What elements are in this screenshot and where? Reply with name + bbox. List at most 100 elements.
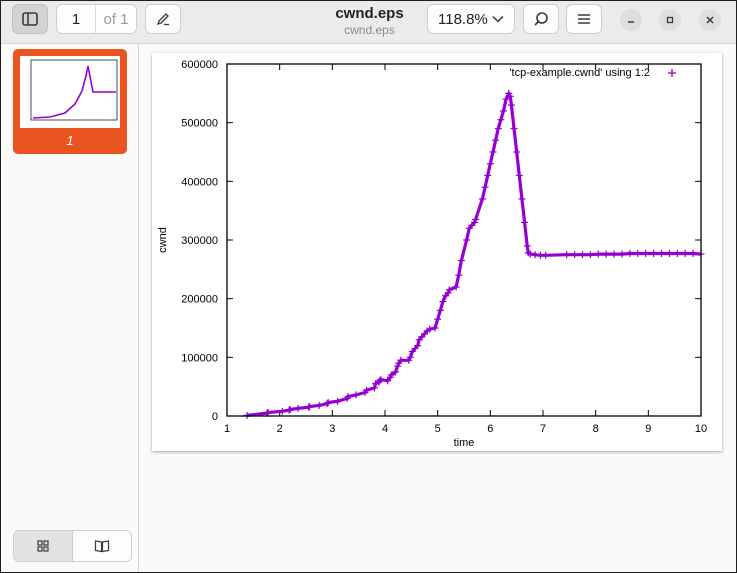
data-point-marker <box>489 148 497 156</box>
data-point-marker <box>278 407 286 415</box>
data-point-marker <box>658 249 665 257</box>
close-icon <box>706 16 714 24</box>
data-point-marker <box>294 404 302 412</box>
data-point-marker <box>455 271 463 279</box>
x-tick-label: 2 <box>277 423 283 435</box>
data-point-marker <box>463 236 471 244</box>
outline-view-button[interactable] <box>73 531 131 561</box>
data-point-marker <box>673 249 681 257</box>
x-tick-label: 4 <box>382 423 388 435</box>
minimize-button[interactable] <box>620 9 642 31</box>
sidebar-view-switcher <box>13 530 132 562</box>
data-point-marker <box>323 400 331 408</box>
y-tick-label: 600000 <box>181 59 218 71</box>
document-content-area[interactable]: 1 2 3 4 5 6 7 8 9 10 0 100000 200000 300000 400000 5000… <box>139 44 736 572</box>
page-number-entry[interactable]: 1 of 1 <box>56 4 137 34</box>
thumbnail-sidebar: 1 <box>1 44 139 572</box>
thumbnails-view-button[interactable] <box>14 531 73 561</box>
search-button[interactable] <box>523 4 559 34</box>
sidebar-icon <box>22 12 38 26</box>
window-title: cwnd.eps <box>335 5 404 22</box>
y-tick-label: 200000 <box>181 294 218 306</box>
y-tick-label: 400000 <box>181 176 218 188</box>
data-point-marker <box>594 250 602 258</box>
data-point-marker <box>689 249 697 257</box>
data-point-marker <box>436 306 444 314</box>
data-point-marker <box>642 249 650 257</box>
page-entry-divider <box>95 5 96 33</box>
data-point-marker <box>486 160 494 168</box>
thumbnail-plot-image <box>30 59 118 121</box>
data-point-marker <box>439 298 447 306</box>
data-point-marker <box>579 251 586 259</box>
x-tick-label: 6 <box>487 423 493 435</box>
x-tick-label: 9 <box>645 423 651 435</box>
data-point-marker <box>618 250 626 258</box>
page-thumbnail-preview <box>20 56 120 128</box>
data-point-marker <box>471 218 479 226</box>
data-point-marker <box>444 289 452 297</box>
zoom-dropdown[interactable]: 118.8% <box>427 4 515 34</box>
data-point-marker <box>523 242 531 250</box>
data-point-marker <box>315 401 323 409</box>
data-point-marker <box>324 399 332 407</box>
document-page: 1 2 3 4 5 6 7 8 9 10 0 100000 200000 300000 400000 5000… <box>152 53 722 451</box>
x-axis-label: time <box>454 437 475 449</box>
data-point-marker <box>513 148 521 156</box>
window-title-area: cwnd.eps cwnd.eps <box>301 5 438 37</box>
y-axis-label: cwnd <box>157 227 169 253</box>
data-point-marker <box>406 353 414 361</box>
data-point-marker <box>306 403 314 411</box>
page-count-label: of 1 <box>103 10 129 28</box>
data-point-marker <box>478 195 486 203</box>
chevron-down-icon <box>492 15 504 23</box>
data-point-marker <box>286 406 294 414</box>
data-point-marker <box>515 171 523 179</box>
data-point-marker <box>445 286 453 294</box>
x-tick-label: 3 <box>329 423 335 435</box>
legend-label: 'tcp-example.cwnd' using 1:2 <box>509 67 650 79</box>
data-point-marker <box>650 249 658 257</box>
data-point-marker <box>363 386 371 394</box>
data-point-marker <box>492 136 500 144</box>
maximize-button[interactable] <box>659 9 681 31</box>
data-point-marker <box>634 249 642 257</box>
data-point-marker <box>384 377 392 385</box>
data-point-marker <box>457 257 465 265</box>
x-tick-label: 8 <box>593 423 599 435</box>
data-point-marker <box>370 384 378 392</box>
data-point-marker <box>452 283 460 291</box>
data-point-marker <box>352 391 360 399</box>
data-point-marker <box>502 95 510 103</box>
data-point-marker <box>542 251 550 259</box>
sidebar-toggle-button[interactable] <box>12 4 48 34</box>
data-point-marker <box>681 249 689 257</box>
data-point-marker <box>505 89 513 97</box>
maximize-icon <box>666 16 674 24</box>
data-point-marker <box>602 250 610 258</box>
data-point-marker <box>610 250 618 258</box>
legend-marker <box>668 69 676 77</box>
data-point-marker <box>431 324 439 332</box>
search-icon <box>534 12 548 26</box>
y-tick-label: 100000 <box>181 352 218 364</box>
data-point-marker <box>497 116 505 124</box>
data-point-marker <box>586 251 594 259</box>
data-point-marker <box>506 92 514 100</box>
x-tick-label: 1 <box>224 423 230 435</box>
data-point-marker <box>481 183 489 191</box>
main-menu-button[interactable] <box>566 4 602 34</box>
annotate-button[interactable] <box>145 4 181 34</box>
close-button[interactable] <box>699 9 721 31</box>
data-point-marker <box>387 371 395 379</box>
data-point-marker <box>626 249 634 257</box>
grid-icon <box>37 540 49 552</box>
page-thumbnail-selected[interactable]: 1 <box>13 49 127 154</box>
data-point-marker <box>665 249 673 257</box>
thumbnail-page-number: 1 <box>66 133 74 148</box>
current-page-input[interactable]: 1 <box>71 10 81 28</box>
data-point-marker <box>500 107 507 115</box>
plot-frame <box>226 63 702 417</box>
data-point-marker <box>571 251 579 259</box>
data-point-marker <box>334 397 342 405</box>
